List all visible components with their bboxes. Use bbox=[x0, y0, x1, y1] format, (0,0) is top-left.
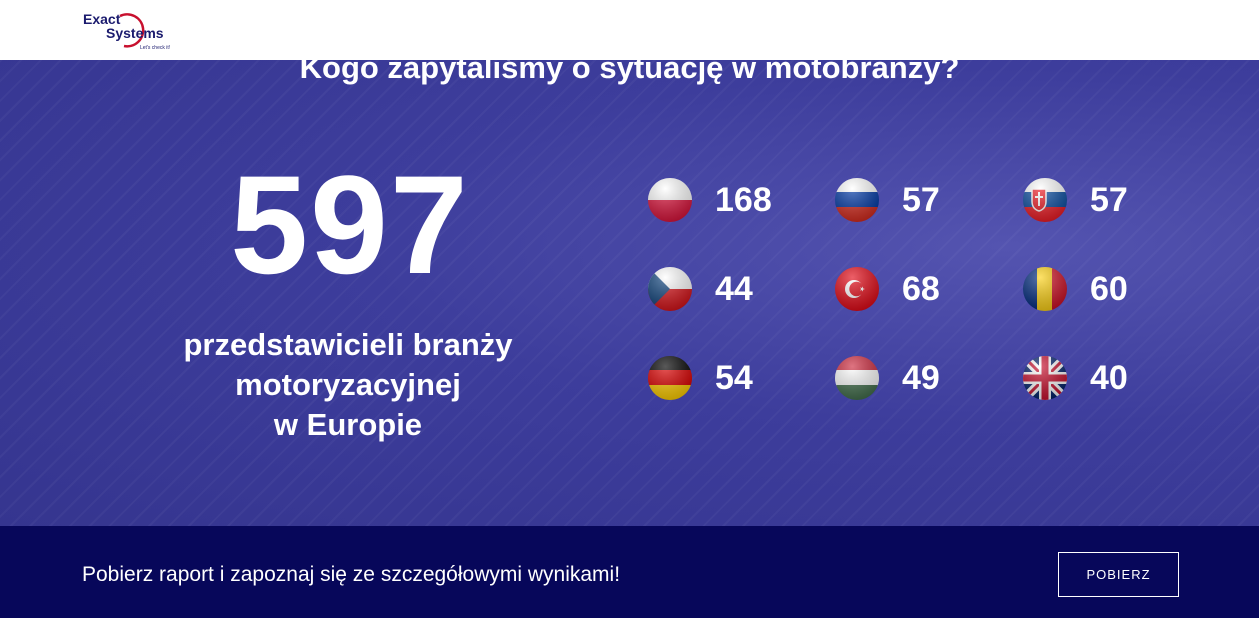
flag-hu bbox=[835, 356, 879, 400]
stat: 57 bbox=[1022, 177, 1128, 223]
stat-value: 68 bbox=[902, 269, 940, 308]
stat-value: 57 bbox=[902, 180, 940, 219]
flag-ro bbox=[1023, 267, 1067, 311]
flag-uk bbox=[1023, 356, 1067, 400]
logo-word: Exact bbox=[83, 11, 121, 27]
header: Exact Systems Let's check it! bbox=[0, 0, 1259, 60]
stat-value: 44 bbox=[715, 269, 753, 308]
logo-word: Systems bbox=[106, 25, 164, 41]
stat: 40 bbox=[1022, 355, 1128, 401]
stat-value: 40 bbox=[1090, 358, 1128, 397]
logo[interactable]: Exact Systems Let's check it! bbox=[80, 6, 190, 56]
flag-tr bbox=[835, 267, 879, 311]
footer-text: Pobierz raport i zapoznaj się ze szczegó… bbox=[82, 563, 621, 586]
stat-value: 60 bbox=[1090, 269, 1128, 308]
stat: 49 bbox=[834, 355, 940, 401]
stat: 44 bbox=[647, 266, 753, 312]
flag-de bbox=[648, 356, 692, 400]
footer: Pobierz raport i zapoznaj się ze szczegó… bbox=[0, 526, 1259, 618]
total: 597 bbox=[230, 146, 470, 303]
flag-pl bbox=[648, 178, 692, 222]
stat: 168 bbox=[647, 177, 772, 223]
logo-tagline: Let's check it! bbox=[140, 45, 170, 51]
stat-value: 168 bbox=[715, 180, 772, 219]
description-line: w Europie bbox=[273, 407, 423, 442]
description-line: przedstawicieli branży bbox=[183, 327, 513, 362]
title: Kogo zapytaliśmy o sytuację w motobranży… bbox=[299, 60, 960, 85]
hero: Kogo zapytaliśmy o sytuację w motobranży… bbox=[0, 60, 1259, 526]
stat: 60 bbox=[1022, 266, 1128, 312]
stat: 57 bbox=[834, 177, 940, 223]
stat: 68 bbox=[834, 266, 940, 312]
download-button[interactable]: POBIERZ bbox=[1058, 552, 1179, 597]
description: przedstawicieli branży motoryzacyjnej w … bbox=[148, 325, 548, 445]
flag-ru bbox=[835, 178, 879, 222]
description-line: motoryzacyjnej bbox=[235, 367, 461, 402]
stat-value: 54 bbox=[715, 358, 753, 397]
stat-value: 57 bbox=[1090, 180, 1128, 219]
stat: 54 bbox=[647, 355, 753, 401]
flag-cz bbox=[648, 267, 692, 311]
flag-sk bbox=[1023, 178, 1067, 222]
stat-value: 49 bbox=[902, 358, 940, 397]
